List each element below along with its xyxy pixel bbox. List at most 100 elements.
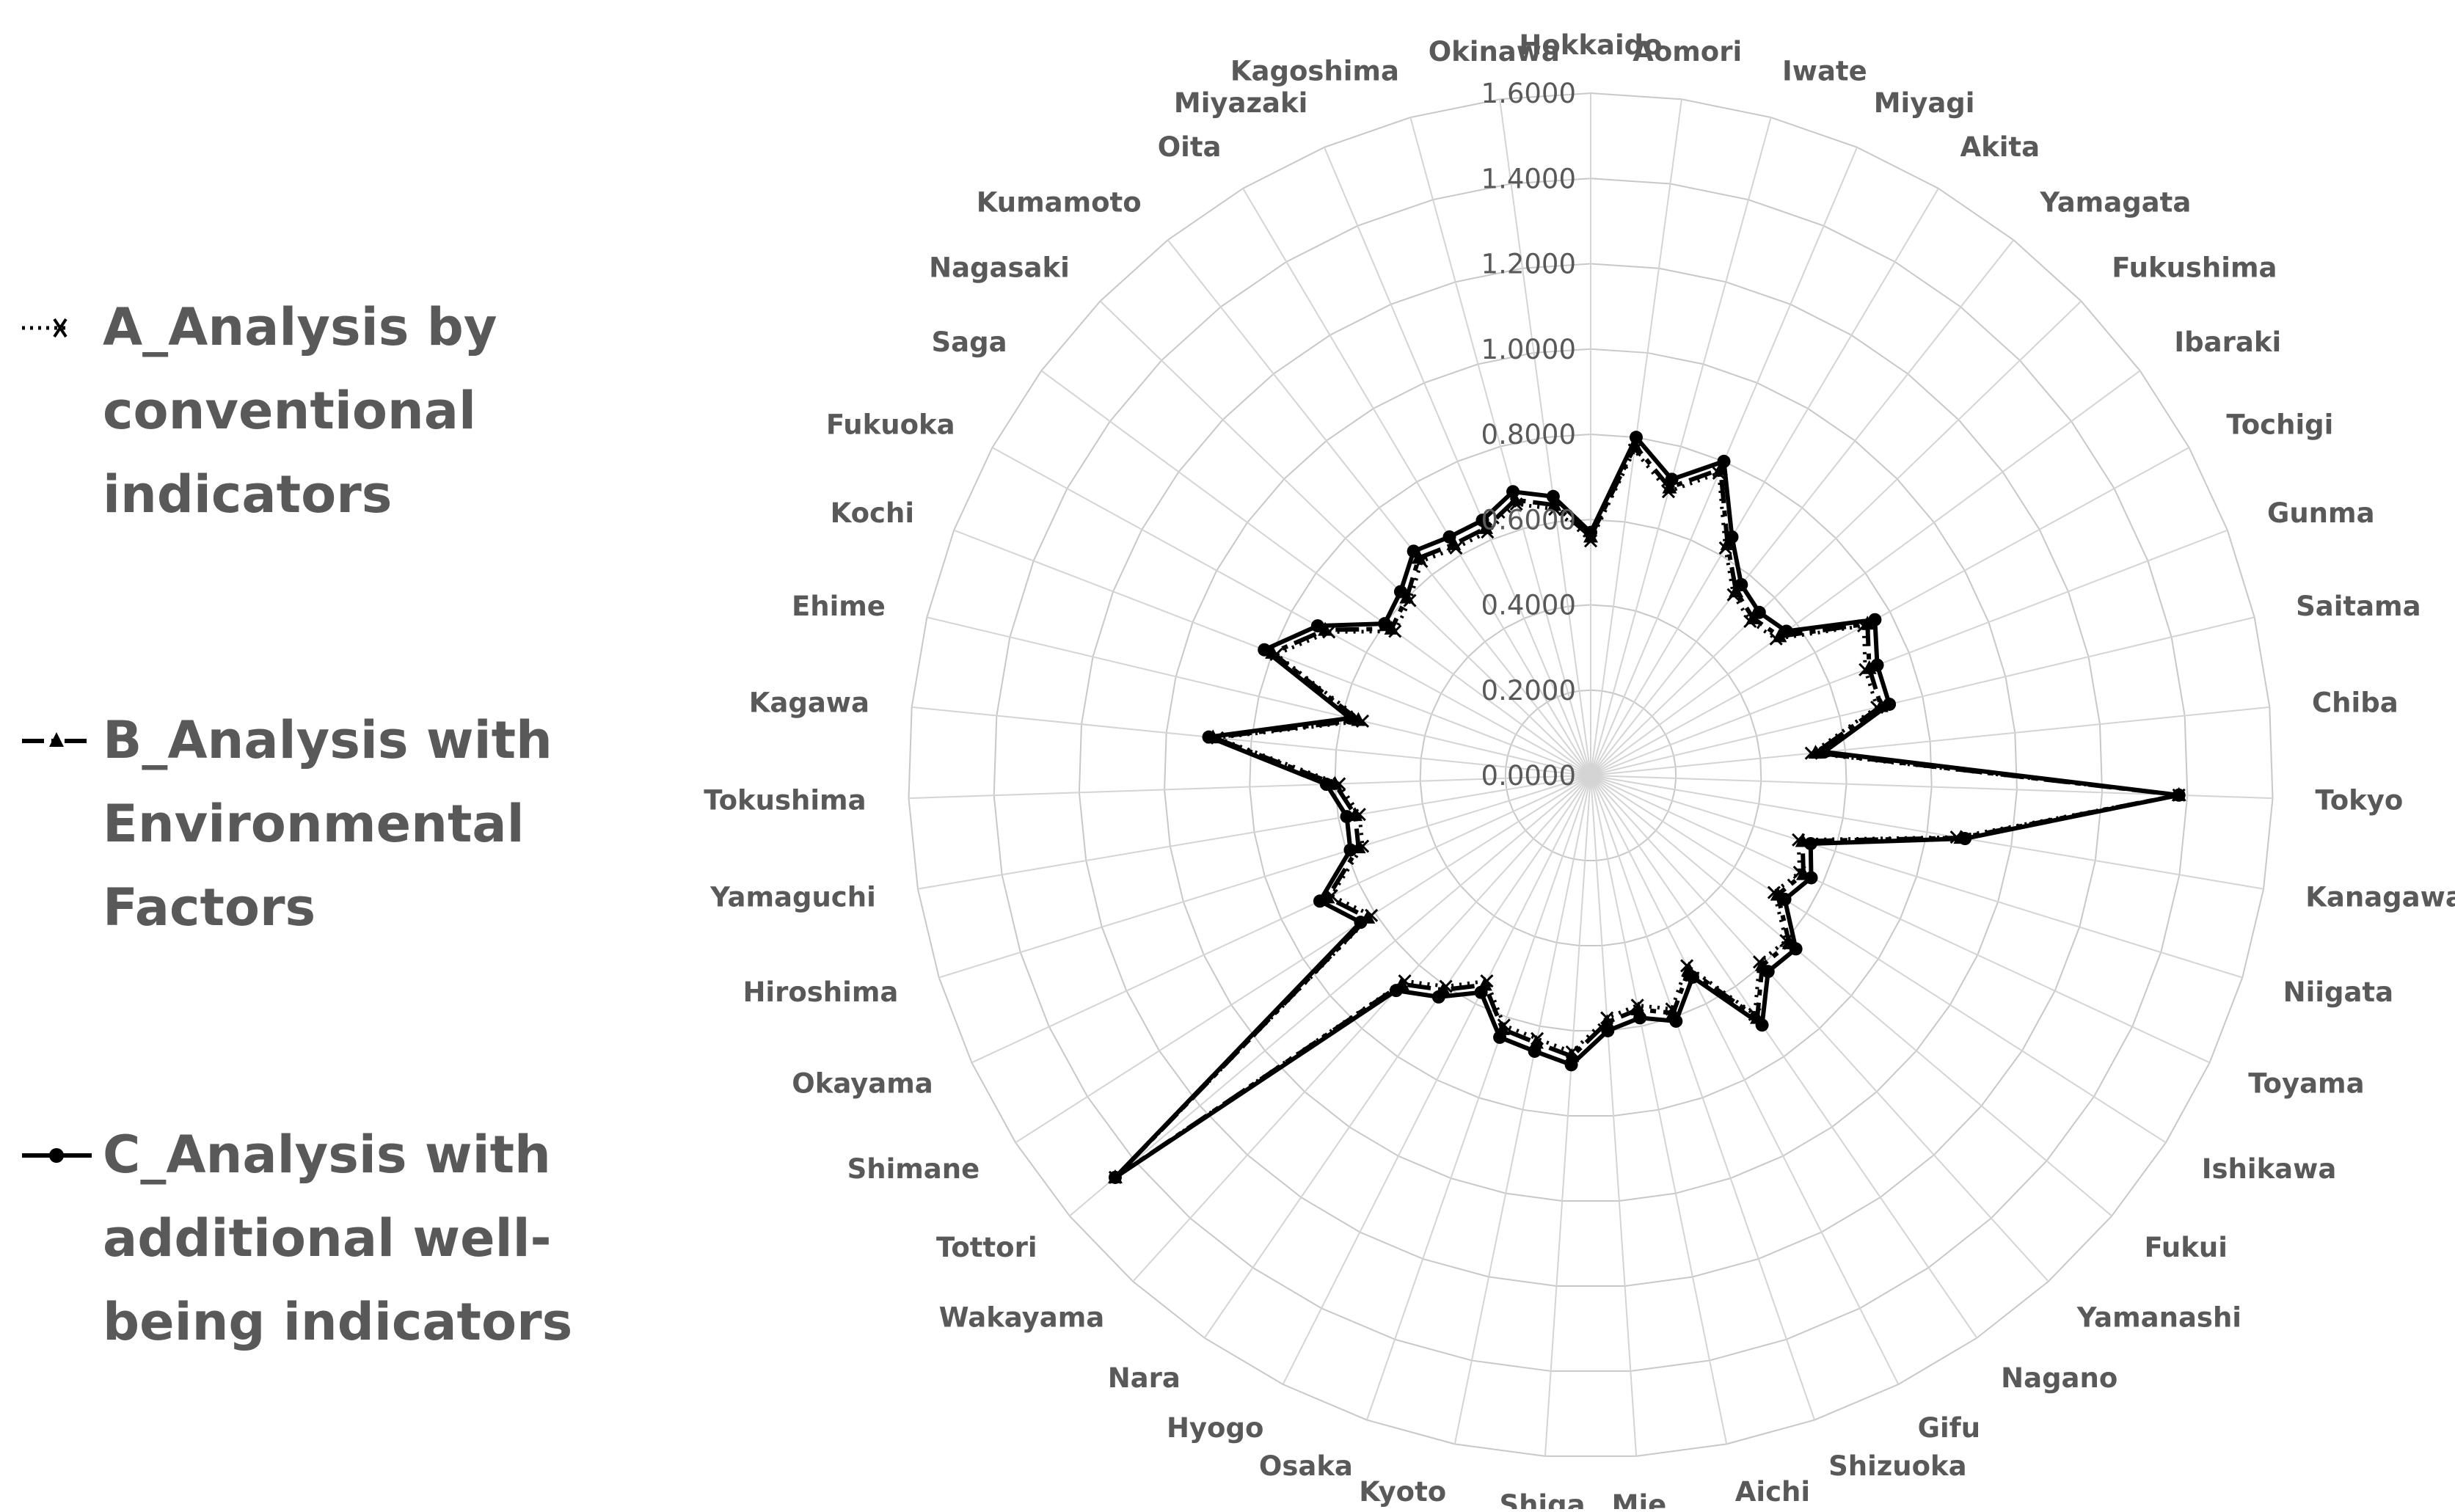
series-b-point-gunma	[1861, 660, 1877, 674]
series-c-point-yamanashi	[1761, 965, 1775, 979]
spoke-okinawa	[1499, 99, 1591, 776]
series-b-point-ibaraki	[1772, 628, 1787, 643]
series-c-point-okayama	[1313, 894, 1327, 908]
legend-a-label-line2: conventional	[103, 381, 476, 441]
series-b-point-nagasaki	[1399, 589, 1415, 604]
grid-ring-2	[1419, 604, 1762, 946]
series-c-point-miyagi	[1717, 454, 1731, 468]
spoke-tottori	[1069, 775, 1591, 1217]
series-c-point-fukushima	[1752, 605, 1766, 619]
spoke-akita	[1590, 188, 1939, 776]
category-label-ishikawa: Ishikawa	[2202, 1153, 2337, 1185]
radar-grid	[908, 92, 2274, 1457]
legend-a-x-marker	[53, 318, 68, 338]
series-c-point-tottori	[1108, 1170, 1122, 1184]
series-c-point-aomori	[1629, 431, 1643, 445]
series-c-point-fukui	[1789, 942, 1803, 956]
tick-label-5: 1.0000	[1481, 334, 1576, 365]
category-label-shizuoka: Shizuoka	[1828, 1450, 1967, 1482]
series-b-point-mie	[1599, 1014, 1615, 1029]
category-label-kagawa: Kagawa	[749, 687, 869, 718]
category-label-saga: Saga	[932, 326, 1007, 358]
series-c-point-iwate	[1665, 472, 1679, 486]
series-c-point-osaka	[1493, 1030, 1507, 1044]
series-b-point-yamagata	[1729, 583, 1744, 598]
series-b-point-fukuoka	[1318, 621, 1333, 636]
series-c-point-yamagata	[1734, 577, 1748, 591]
spoke-niigata	[1590, 775, 2243, 979]
spoke-yamanashi	[1590, 775, 2049, 1282]
series-c-point-tochigi	[1868, 613, 1882, 627]
series-c-point-oita	[1442, 530, 1456, 544]
series-c-point-shiga	[1564, 1058, 1578, 1072]
category-label-osaka: Osaka	[1259, 1450, 1353, 1482]
spoke-tochigi	[1590, 447, 2190, 776]
legend-item-b: B_Analysis with Environmental Factors	[22, 710, 552, 938]
legend-a-label-line3: indicators	[103, 464, 392, 525]
category-label-shiga: Shiga	[1499, 1489, 1585, 1509]
series-c-point-nara	[1431, 990, 1445, 1004]
series-c-point-miyazaki	[1475, 514, 1489, 527]
category-label-akita: Akita	[1960, 131, 2040, 163]
category-label-fukui: Fukui	[2144, 1232, 2227, 1263]
spoke-shizuoka	[1590, 775, 1816, 1420]
series-c-line	[1112, 435, 2181, 1180]
category-label-kyoto: Kyoto	[1359, 1476, 1446, 1508]
grid-ring-6	[1078, 263, 2104, 1287]
category-label-yamagata: Yamagata	[2039, 186, 2191, 218]
legend-c-label-line1: C_Analysis with	[103, 1125, 551, 1185]
tick-label-2: 0.4000	[1481, 590, 1576, 621]
series-c-point-hokkaido	[1584, 525, 1597, 539]
category-label-ibaraki: Ibaraki	[2174, 326, 2281, 358]
category-label-niigata: Niigata	[2283, 976, 2393, 1008]
series-c-point-okinawa	[1546, 489, 1560, 503]
spoke-kagawa	[911, 706, 1591, 776]
series-c-point-nagasaki	[1393, 585, 1407, 599]
category-label-hokkaido: Hokkaido	[1519, 29, 1662, 61]
series-b-point-akita	[1720, 536, 1735, 550]
category-label-chiba: Chiba	[2312, 687, 2399, 718]
tick-label-1: 0.2000	[1481, 675, 1576, 706]
category-label-mie: Mie	[1612, 1489, 1667, 1509]
series-c-point-tokyo	[2172, 788, 2186, 802]
category-label-tochigi: Tochigi	[2226, 409, 2333, 440]
category-label-kanagawa: Kanagawa	[2305, 882, 2455, 913]
series-c-point-chiba	[1817, 745, 1831, 759]
tick-label-0: 0.0000	[1481, 760, 1576, 792]
series-c-point-tokushima	[1319, 778, 1333, 792]
category-label-nagasaki: Nagasaki	[929, 252, 1070, 284]
series-b-point-saga	[1384, 621, 1399, 635]
category-label-hiroshima: Hiroshima	[743, 976, 898, 1008]
spoke-aichi	[1590, 775, 1728, 1445]
series-c-point-kagoshima	[1506, 485, 1520, 499]
category-label-saitama: Saitama	[2296, 591, 2421, 622]
series-b-point-miyazaki	[1478, 519, 1494, 534]
spoke-wakayama	[1132, 775, 1591, 1282]
spoke-saitama	[1590, 616, 2255, 776]
series-c-point-gunma	[1870, 658, 1884, 672]
series-c-point-ibaraki	[1779, 624, 1793, 638]
spoke-yamaguchi	[917, 775, 1591, 890]
spoke-osaka	[1365, 775, 1591, 1420]
category-label-toyama: Toyama	[2248, 1067, 2364, 1099]
category-label-nagano: Nagano	[2001, 1362, 2117, 1394]
spoke-shimane	[1015, 775, 1591, 1144]
series-c-point-ehime	[1343, 711, 1357, 725]
spoke-chiba	[1590, 706, 2270, 776]
category-label-shimane: Shimane	[847, 1153, 980, 1185]
legend-b-triangle-marker	[49, 732, 64, 747]
category-label-gunma: Gunma	[2267, 497, 2375, 529]
spoke-kagoshima	[1409, 117, 1591, 776]
category-label-nara: Nara	[1108, 1362, 1181, 1394]
category-label-fukuoka: Fukuoka	[826, 409, 955, 440]
spoke-nara	[1203, 775, 1591, 1339]
series-c-point-gifu	[1685, 970, 1699, 984]
spoke-kumamoto	[1167, 239, 1591, 776]
series-c-point-kagawa	[1202, 730, 1216, 744]
tick-label-3: 0.6000	[1481, 504, 1576, 536]
spoke-gunma	[1590, 529, 2228, 776]
tick-label-6: 1.2000	[1481, 249, 1576, 280]
legend-a-label-line1: A_Analysis by	[103, 297, 497, 357]
tick-label-8: 1.6000	[1481, 78, 1576, 109]
legend-item-a: A_Analysis by conventional indicators	[22, 297, 497, 525]
